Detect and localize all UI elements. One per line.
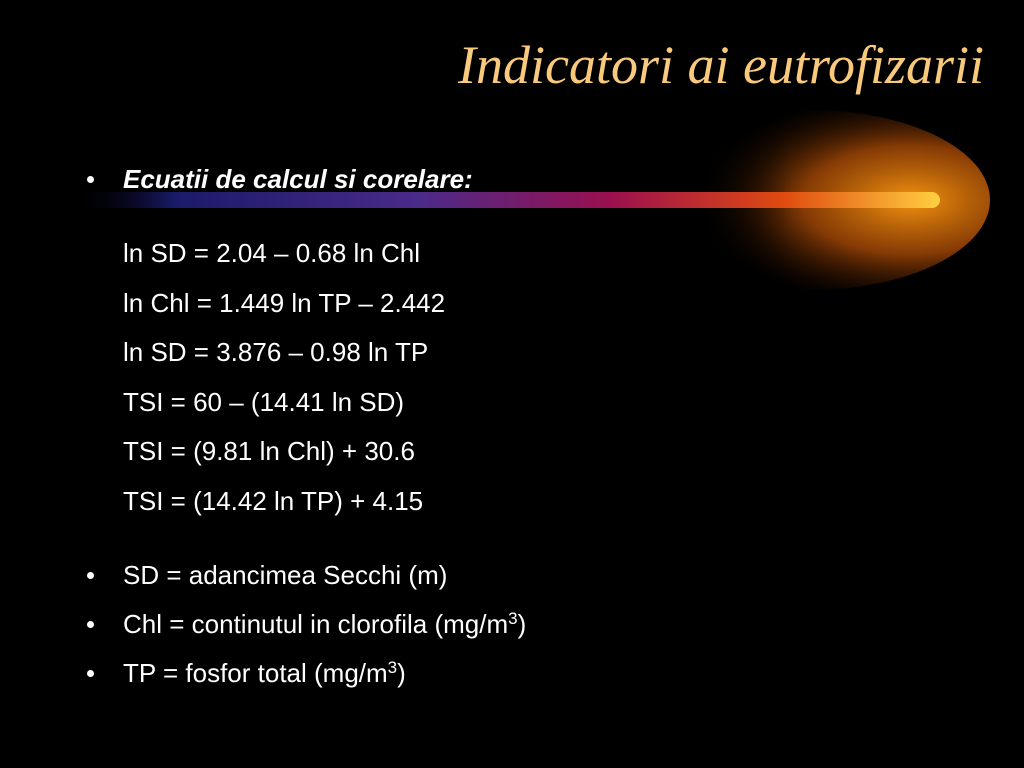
comet-tail [70,192,940,208]
definition: SD = adancimea Secchi (m) [123,560,447,590]
bullet [87,572,94,579]
superscript: 3 [387,658,398,677]
definition-text-end: ) [397,658,406,688]
equation: ln SD = 3.876 – 0.98 ln TP [123,337,429,367]
bullet [87,621,94,628]
definition: Chl = continutul in clorofila (mg/m3) [123,609,526,639]
superscript: 3 [508,609,518,628]
definition-text: SD = adancimea Secchi (m) [123,560,448,590]
slide-title: Indicatori ai eutrofizarii [458,35,984,95]
bullet [87,176,94,183]
equation: ln Chl = 1.449 ln TP – 2.442 [123,287,446,318]
equation: TSI = (9.81 ln Chl) + 30.6 [123,436,415,466]
definition-text: Chl = continutul in clorofila (mg/m [123,609,509,639]
equation: TSI = 60 – (14.41 ln SD) [123,386,405,417]
definition-text: TP = fosfor total (mg/m [123,658,388,688]
section-heading: Ecuatii de calcul si corelare: [123,164,473,194]
definition: TP = fosfor total (mg/m3) [123,658,406,688]
equation: TSI = (14.42 ln TP) + 4.15 [123,485,424,516]
equation: ln SD = 2.04 – 0.68 ln Chl [123,238,421,268]
bullet [87,670,94,677]
definition-text-end: ) [517,609,527,639]
